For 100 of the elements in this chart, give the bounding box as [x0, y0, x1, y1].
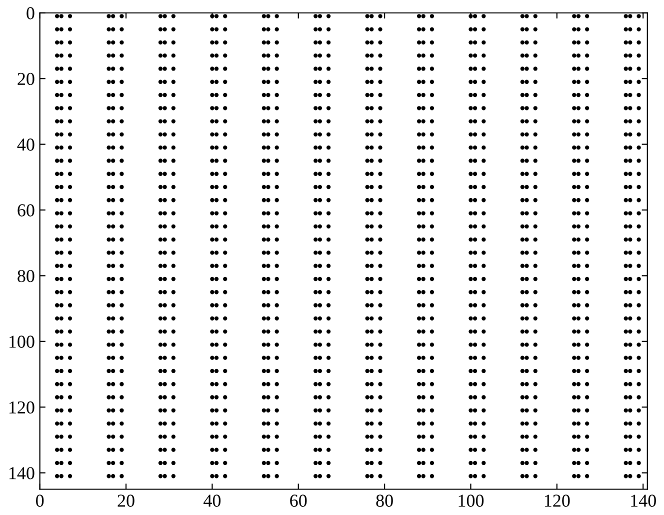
- point: [162, 356, 167, 360]
- point: [262, 448, 266, 452]
- point: [266, 184, 270, 190]
- point: [576, 211, 581, 216]
- point: [520, 224, 525, 229]
- point: [572, 290, 576, 294]
- point: [106, 224, 111, 229]
- point: [421, 40, 426, 45]
- point: [472, 172, 478, 176]
- point: [158, 224, 163, 229]
- point: [318, 119, 322, 124]
- point: [68, 40, 72, 45]
- point: [59, 395, 64, 400]
- point: [572, 316, 576, 320]
- point: [120, 106, 124, 110]
- point: [266, 303, 270, 308]
- point: [318, 303, 322, 308]
- point: [416, 368, 422, 374]
- point: [421, 172, 426, 176]
- point: [482, 303, 486, 308]
- point: [533, 66, 538, 71]
- point: [59, 434, 64, 439]
- point: [262, 172, 266, 176]
- point: [378, 434, 382, 439]
- point: [314, 80, 318, 84]
- point: [314, 356, 318, 360]
- point: [421, 54, 426, 58]
- point: [111, 276, 116, 282]
- point: [576, 184, 581, 190]
- point: [171, 276, 176, 282]
- point: [120, 92, 124, 98]
- point: [314, 342, 318, 347]
- point: [111, 395, 116, 400]
- point: [120, 224, 124, 229]
- point: [524, 329, 529, 334]
- point: [106, 184, 111, 190]
- point: [326, 27, 331, 32]
- point: [482, 198, 486, 202]
- point: [421, 474, 426, 478]
- point: [68, 106, 72, 110]
- point: [378, 92, 382, 98]
- point: [520, 198, 525, 202]
- point: [584, 460, 590, 466]
- point: [54, 158, 60, 163]
- point: [59, 211, 64, 216]
- point: [214, 421, 219, 426]
- point: [430, 198, 434, 202]
- point: [524, 54, 529, 58]
- point: [326, 290, 331, 294]
- point: [365, 27, 370, 32]
- point: [54, 356, 60, 360]
- point: [68, 368, 72, 374]
- point: [365, 368, 370, 374]
- point: [468, 92, 473, 98]
- point: [468, 27, 473, 32]
- point: [472, 290, 478, 294]
- point: [472, 460, 478, 466]
- point: [162, 40, 167, 45]
- point: [421, 408, 426, 412]
- point: [482, 276, 486, 282]
- point: [378, 54, 382, 58]
- point: [416, 80, 422, 84]
- point: [54, 66, 60, 71]
- point: [223, 92, 228, 98]
- point: [158, 264, 163, 268]
- point: [54, 40, 60, 45]
- point: [430, 395, 434, 400]
- point: [171, 92, 176, 98]
- point: [430, 145, 434, 150]
- point: [54, 237, 60, 242]
- point: [628, 172, 632, 176]
- point: [624, 27, 628, 32]
- point: [326, 460, 331, 466]
- point: [262, 382, 266, 386]
- point: [162, 211, 167, 216]
- point: [266, 119, 270, 124]
- point: [572, 382, 576, 386]
- point: [274, 342, 279, 347]
- point: [636, 184, 641, 190]
- point: [326, 395, 331, 400]
- point: [210, 92, 214, 98]
- point: [524, 27, 529, 32]
- point: [59, 158, 64, 163]
- point: [68, 474, 72, 478]
- point: [628, 290, 632, 294]
- point: [430, 474, 434, 478]
- point: [482, 342, 486, 347]
- point: [584, 211, 590, 216]
- point: [370, 264, 374, 268]
- point: [223, 14, 228, 18]
- point: [158, 356, 163, 360]
- point: [214, 264, 219, 268]
- x-tick-label: 40: [204, 494, 221, 507]
- point: [162, 368, 167, 374]
- point: [68, 237, 72, 242]
- point: [274, 119, 279, 124]
- point: [365, 448, 370, 452]
- point: [378, 303, 382, 308]
- point: [111, 172, 116, 176]
- point: [223, 264, 228, 268]
